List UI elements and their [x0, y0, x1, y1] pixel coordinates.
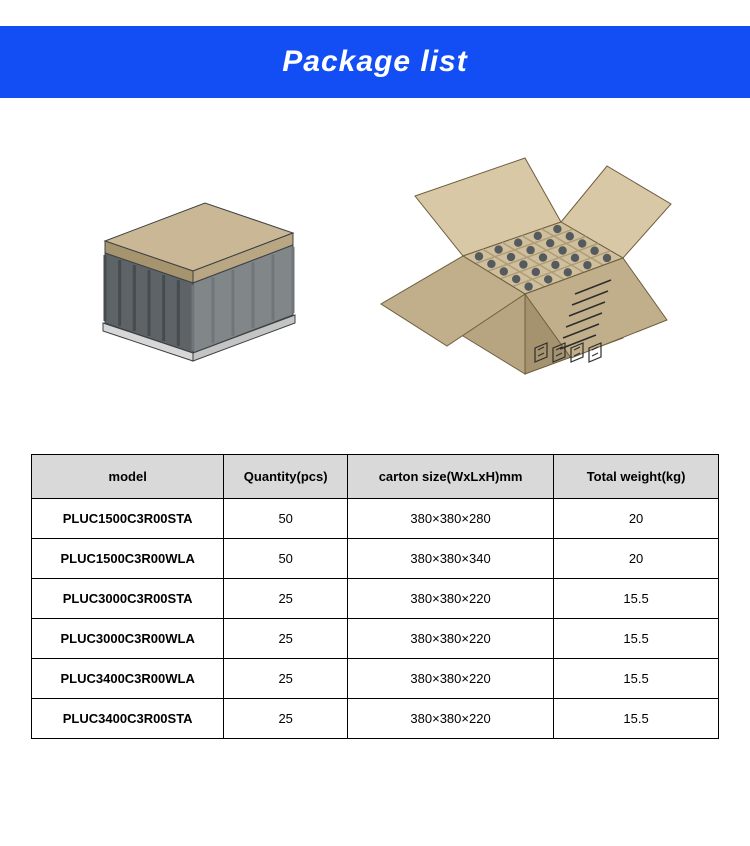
- table-cell: 25: [224, 579, 348, 619]
- table-cell: PLUC3400C3R00WLA: [32, 659, 224, 699]
- banner-title: Package list: [282, 45, 467, 79]
- table-cell: 380×380×220: [348, 579, 554, 619]
- table-cell: 15.5: [554, 699, 719, 739]
- table-header-cell: Quantity(pcs): [224, 455, 348, 499]
- table-header-cell: carton size(WxLxH)mm: [348, 455, 554, 499]
- open-box-image: [375, 148, 675, 408]
- table-row: PLUC3000C3R00STA25380×380×22015.5: [32, 579, 719, 619]
- table-cell: 380×380×220: [348, 659, 554, 699]
- table-row: PLUC1500C3R00STA50380×380×28020: [32, 499, 719, 539]
- table-cell: 50: [224, 499, 348, 539]
- table-header-cell: Total weight(kg): [554, 455, 719, 499]
- table-cell: PLUC1500C3R00WLA: [32, 539, 224, 579]
- table-cell: 380×380×220: [348, 699, 554, 739]
- table-body: PLUC1500C3R00STA50380×380×28020PLUC1500C…: [32, 499, 719, 739]
- table-cell: 25: [224, 699, 348, 739]
- table-cell: 15.5: [554, 579, 719, 619]
- table-cell: 380×380×340: [348, 539, 554, 579]
- table-cell: 25: [224, 659, 348, 699]
- table-cell: 380×380×280: [348, 499, 554, 539]
- table-cell: 20: [554, 539, 719, 579]
- package-table-wrap: modelQuantity(pcs)carton size(WxLxH)mmTo…: [31, 454, 719, 739]
- table-cell: PLUC1500C3R00STA: [32, 499, 224, 539]
- table-header-cell: model: [32, 455, 224, 499]
- table-cell: 15.5: [554, 659, 719, 699]
- table-cell: PLUC3000C3R00STA: [32, 579, 224, 619]
- table-row: PLUC1500C3R00WLA50380×380×34020: [32, 539, 719, 579]
- table-cell: PLUC3400C3R00STA: [32, 699, 224, 739]
- package-images-row: [0, 128, 750, 428]
- table-header-row: modelQuantity(pcs)carton size(WxLxH)mmTo…: [32, 455, 719, 499]
- table-row: PLUC3400C3R00STA25380×380×22015.5: [32, 699, 719, 739]
- table-row: PLUC3000C3R00WLA25380×380×22015.5: [32, 619, 719, 659]
- table-cell: 380×380×220: [348, 619, 554, 659]
- table-cell: 25: [224, 619, 348, 659]
- package-table: modelQuantity(pcs)carton size(WxLxH)mmTo…: [31, 454, 719, 739]
- table-row: PLUC3400C3R00WLA25380×380×22015.5: [32, 659, 719, 699]
- table-cell: 50: [224, 539, 348, 579]
- title-banner: Package list: [0, 26, 750, 98]
- table-cell: 15.5: [554, 619, 719, 659]
- table-cell: 20: [554, 499, 719, 539]
- table-cell: PLUC3000C3R00WLA: [32, 619, 224, 659]
- closed-box-image: [75, 183, 305, 373]
